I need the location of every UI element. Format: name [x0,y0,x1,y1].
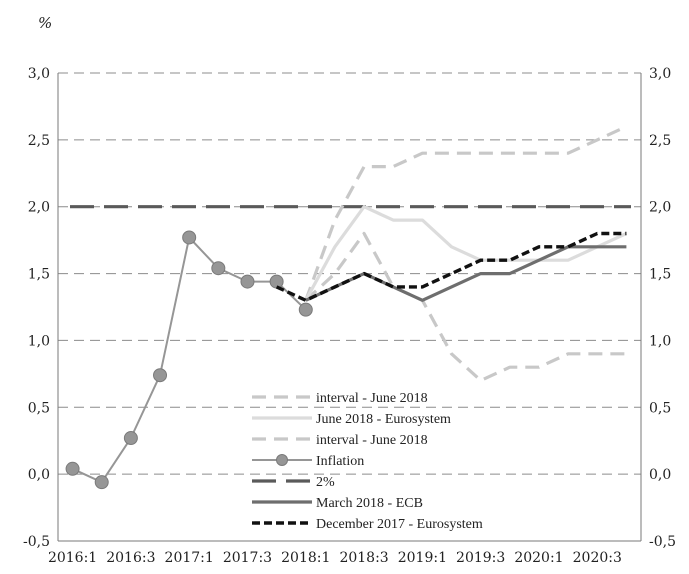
legend-label-6: December 2017 - Eurosystem [316,517,483,532]
y-tick-label-left: 0,0 [28,467,50,483]
inflation-point [298,302,313,317]
series-line-0 [304,125,628,301]
inflation-point [94,475,109,490]
y-tick-label-right: 1,0 [649,333,671,349]
x-tick-label: 2016:3 [106,550,155,566]
legend-label-5: March 2018 - ECB [316,496,423,511]
y-tick-label-right: 0,0 [649,467,671,483]
series-layer [65,125,631,490]
x-tick-label: 2018:1 [281,550,330,566]
x-tick-label: 2020:3 [573,550,622,566]
series-line-1 [304,205,628,302]
inflation-point [153,368,168,383]
series-line-2 [304,231,627,383]
y-tick-label-right: 0,5 [649,400,671,416]
x-tick-label: 2020:1 [514,550,563,566]
legend-marker [276,454,288,466]
y-tick-label-right: 2,0 [649,200,671,216]
y-tick-label-left: 1,0 [28,333,50,349]
y-tick-label-left: 1,5 [28,267,50,283]
series-line-3 [72,236,307,484]
legend-label-4: 2% [316,475,335,490]
y-tick-label-left: 3,0 [28,66,50,82]
tick-labels: -0,5 -0,5 0,0 0,0 0,5 0,5 1,0 1,0 1,5 1,5 2,0 2,0 2,… [23,66,676,566]
y-tick-label-right: 2,5 [649,133,671,149]
x-tick-label: 2016:1 [48,550,97,566]
legend-label-2: interval - June 2018 [316,433,428,448]
inflation-point [65,461,80,476]
inflation-point [182,230,197,245]
unit-label: % [38,14,52,32]
inflation-point [269,274,284,289]
x-tick-label: 2017:3 [223,550,272,566]
series-line-6 [275,231,627,302]
inflation-point [211,261,226,276]
y-tick-label-left: -0,5 [23,534,50,550]
inflation-point [123,431,138,446]
x-tick-label: 2017:1 [165,550,214,566]
inflation-point [240,274,255,289]
y-tick-label-right: 3,0 [649,66,671,82]
axes [57,73,642,542]
legend-label-3: Inflation [316,454,364,469]
legend-label-0: interval - June 2018 [316,391,428,406]
y-tick-label-left: 2,0 [28,200,50,216]
y-tick-label-left: 0,5 [28,400,50,416]
legend: interval - June 2018 June 2018 - Eurosyst… [252,391,483,532]
y-tick-label-right: 1,5 [649,267,671,283]
y-tick-label-right: -0,5 [649,534,676,550]
x-tick-label: 2019:3 [456,550,505,566]
x-tick-label: 2018:3 [339,550,388,566]
x-tick-label: 2019:1 [398,550,447,566]
y-tick-label-left: 2,5 [28,133,50,149]
legend-label-1: June 2018 - Eurosystem [316,412,451,427]
